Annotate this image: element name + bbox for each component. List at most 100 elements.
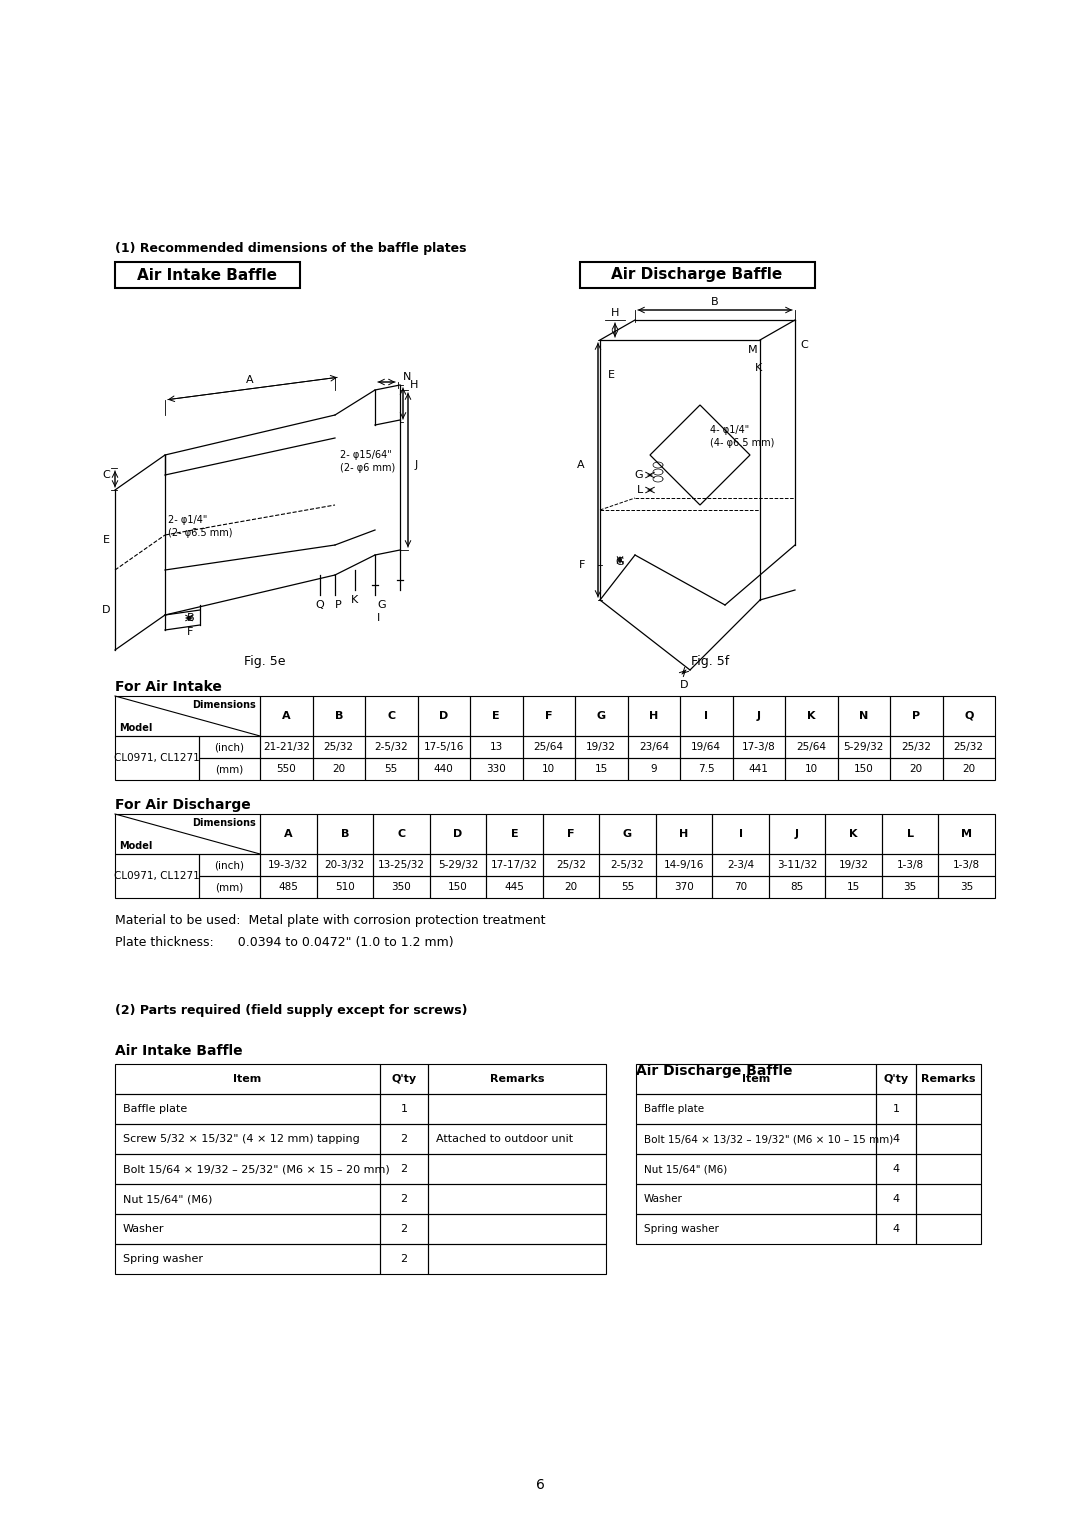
Bar [380,1154,428,1184]
Text: A: A [246,374,254,385]
Text: N: N [403,371,411,382]
Text: Item: Item [742,1074,770,1083]
Bar [656,876,713,898]
Text: 13: 13 [489,743,503,752]
Text: 14-9/16: 14-9/16 [664,860,704,869]
Bar [599,876,656,898]
Text: 35: 35 [904,882,917,892]
Bar [114,261,300,287]
Text: J: J [415,460,418,471]
Text: 5-29/32: 5-29/32 [437,860,478,869]
Bar [680,695,732,736]
Text: Q: Q [315,601,324,610]
Bar [939,854,995,876]
Text: 441: 441 [748,764,769,775]
Text: B: B [335,711,343,721]
Bar [470,736,523,758]
Text: 19-3/32: 19-3/32 [268,860,309,869]
Text: 7.5: 7.5 [698,764,715,775]
Text: (inch): (inch) [215,860,244,869]
Bar [876,1063,916,1094]
Bar [428,1154,606,1184]
Text: Nut 15/64" (M6): Nut 15/64" (M6) [123,1193,213,1204]
Bar [732,758,785,779]
Bar [486,876,542,898]
Text: P: P [913,711,920,721]
Bar [656,854,713,876]
Bar [837,736,890,758]
Text: 6: 6 [536,1478,544,1491]
Text: 23/64: 23/64 [638,743,669,752]
Text: 2-5/32: 2-5/32 [375,743,408,752]
Text: L: L [637,484,643,495]
Bar [523,695,575,736]
Bar [916,1125,981,1154]
Text: 445: 445 [504,882,525,892]
Text: Bolt 15/64 × 19/32 – 25/32" (M6 × 15 – 20 mm): Bolt 15/64 × 19/32 – 25/32" (M6 × 15 – 2… [123,1164,390,1174]
Text: Air Intake Baffle: Air Intake Baffle [114,1044,243,1057]
Text: G: G [596,711,606,721]
Bar [769,854,825,876]
Text: C: C [800,341,808,350]
Text: 10: 10 [805,764,818,775]
Text: 1: 1 [401,1105,407,1114]
Text: 19/64: 19/64 [691,743,721,752]
Text: C: C [103,471,110,480]
Text: E: E [103,535,110,545]
Bar [260,814,316,854]
Text: 2- φ1/4": 2- φ1/4" [168,515,207,526]
Bar [114,1125,380,1154]
Bar [428,1094,606,1125]
Text: 2: 2 [401,1193,407,1204]
Bar [380,1094,428,1125]
Text: 20: 20 [909,764,922,775]
Bar [939,876,995,898]
Text: 25/32: 25/32 [954,743,984,752]
Bar [599,814,656,854]
Bar [114,1063,380,1094]
Bar [680,736,732,758]
Text: Spring washer: Spring washer [123,1254,203,1264]
Text: 15: 15 [847,882,861,892]
Text: G: G [377,601,386,610]
Bar [837,758,890,779]
Text: 17-17/32: 17-17/32 [491,860,538,869]
Bar [627,758,680,779]
Bar [114,695,260,736]
Text: F: F [579,559,585,570]
Text: 150: 150 [854,764,874,775]
Bar [260,736,312,758]
Text: J: J [795,830,799,839]
Bar [713,876,769,898]
Bar [316,814,373,854]
Text: 17-3/8: 17-3/8 [742,743,775,752]
Bar [636,1215,876,1244]
Text: 4: 4 [892,1164,900,1174]
Text: Q: Q [964,711,973,721]
Text: 19/32: 19/32 [839,860,868,869]
Text: 330: 330 [486,764,507,775]
Bar [713,814,769,854]
Bar [373,814,430,854]
Bar [636,1184,876,1215]
Bar [114,814,260,854]
Bar [114,1094,380,1125]
Text: D: D [440,711,448,721]
Text: Fig. 5f: Fig. 5f [691,656,729,668]
Text: (2- φ6.5 mm): (2- φ6.5 mm) [168,529,232,538]
Text: K: K [351,594,359,605]
Bar [876,1154,916,1184]
Text: Remarks: Remarks [489,1074,544,1083]
Bar [580,261,815,287]
Bar [312,758,365,779]
Text: Air Intake Baffle: Air Intake Baffle [137,267,276,283]
Bar [785,695,837,736]
Bar [199,736,260,758]
Text: (mm): (mm) [215,882,244,892]
Text: H: H [679,830,689,839]
Text: N: N [859,711,868,721]
Text: Bolt 15/64 × 13/32 – 19/32" (M6 × 10 – 15 mm): Bolt 15/64 × 13/32 – 19/32" (M6 × 10 – 1… [644,1134,893,1144]
Bar [627,736,680,758]
Text: CL0971, CL1271: CL0971, CL1271 [114,753,200,762]
Text: 1-3/8: 1-3/8 [896,860,923,869]
